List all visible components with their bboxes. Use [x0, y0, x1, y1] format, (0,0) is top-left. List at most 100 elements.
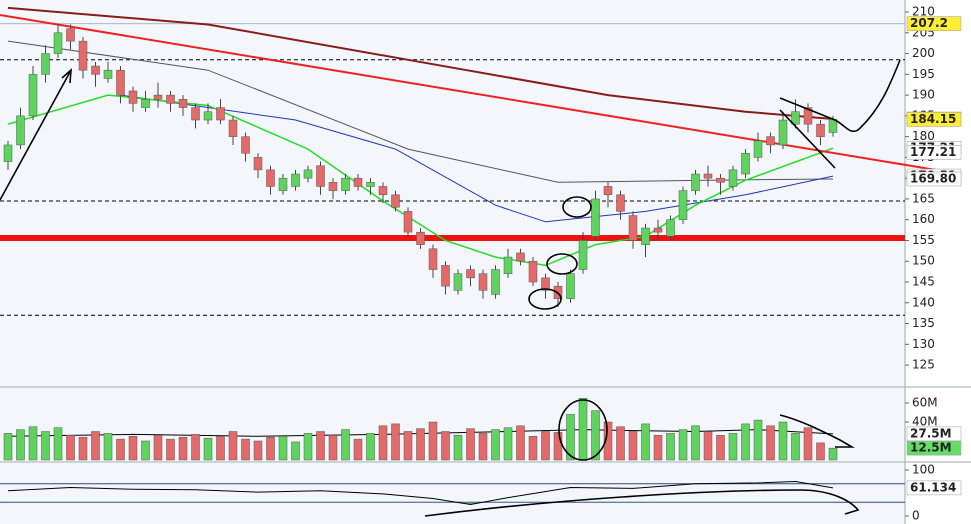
price-tag — [906, 171, 962, 187]
price-tag — [906, 16, 962, 31]
candle-body — [303, 169, 313, 179]
volume-bar — [416, 428, 425, 461]
overlay-line — [120, 94, 834, 223]
y-tick-label: 140 — [912, 295, 935, 309]
volume-bar — [78, 436, 88, 461]
volume-bar — [316, 431, 325, 461]
candle-body — [753, 140, 763, 158]
y-tick-label: 135 — [912, 316, 935, 330]
candle-body — [316, 165, 325, 187]
candle-body — [28, 74, 38, 117]
candle-body — [166, 94, 175, 104]
candle-body — [716, 177, 725, 183]
annotations — [0, 59, 901, 517]
arrowhead — [61, 68, 72, 84]
volume-bar — [766, 425, 775, 461]
volume-bar — [541, 431, 550, 461]
volume-bar — [403, 431, 413, 461]
volume-bar — [441, 431, 450, 461]
arrow — [0, 71, 71, 201]
volume-bar — [828, 447, 838, 461]
candle-body — [678, 190, 688, 220]
candle-body — [603, 186, 613, 196]
candle-body — [103, 69, 113, 79]
volume-bar — [428, 421, 438, 461]
candle-body — [828, 119, 838, 133]
candle-body — [578, 240, 588, 270]
volume-bar — [653, 435, 663, 461]
volume-bar — [728, 433, 738, 461]
candle-body — [241, 136, 250, 154]
price-tag-label: 169.80 — [910, 172, 956, 186]
candle-body — [203, 111, 213, 121]
candle-body — [478, 273, 488, 291]
wedge — [779, 97, 836, 169]
price-tag-label: 12.5M — [910, 441, 952, 455]
y-tick-label: 130 — [912, 337, 935, 351]
circle — [528, 288, 562, 310]
candle-body — [378, 186, 388, 196]
volume-bar — [816, 442, 825, 461]
volume-bar — [516, 425, 525, 461]
volume-bar — [41, 431, 50, 461]
y-tick-label: 60M — [912, 396, 938, 410]
y-tick-label: 145 — [912, 275, 935, 289]
volume-bar — [603, 421, 613, 461]
volume-bar — [753, 419, 763, 461]
candle-body — [503, 256, 513, 274]
volume-bar — [528, 436, 538, 461]
volume-bar — [641, 423, 650, 461]
projection — [834, 59, 901, 133]
volume-bar — [128, 436, 138, 461]
candle-body — [778, 119, 788, 146]
candle-body — [328, 182, 338, 191]
candle-body — [691, 173, 700, 191]
volume-bar — [178, 436, 188, 461]
volume-bar — [666, 433, 675, 461]
volume-bar — [328, 435, 338, 461]
volume-bar — [791, 433, 800, 461]
volume-bar — [228, 431, 238, 461]
volume-bar — [566, 414, 575, 461]
candle-body — [228, 119, 238, 137]
volume-bar — [366, 433, 375, 461]
oscillator-panel — [0, 463, 905, 524]
circle — [562, 196, 592, 218]
candle-body — [653, 227, 663, 233]
candle-body — [278, 177, 288, 191]
y-tick-label: 195 — [912, 67, 935, 81]
volume-bar — [453, 435, 463, 461]
y-tick-label: 40M — [912, 415, 938, 429]
candle-body — [16, 115, 25, 146]
oscillator-arrow — [424, 489, 860, 517]
volume-bar — [778, 421, 788, 461]
candle-body — [816, 123, 825, 137]
volume-bar — [378, 425, 388, 461]
price-tag — [906, 145, 962, 160]
y-tick-label: 210 — [912, 5, 935, 19]
candle-body — [266, 169, 275, 187]
plot-layer: 1251301351401451501551601651701751801851… — [0, 5, 962, 522]
y-tick-label: 200 — [912, 46, 935, 60]
candle-body — [191, 107, 200, 121]
candle-body — [453, 273, 463, 291]
candle-body — [216, 107, 225, 121]
y-tick-label: 0 — [912, 508, 920, 522]
candle-body — [116, 69, 125, 96]
volume-bar — [278, 436, 288, 461]
candle-body — [491, 269, 500, 295]
volume-bar — [553, 432, 563, 461]
volume-bar — [578, 398, 588, 461]
volume-bar — [166, 438, 175, 461]
candle-body — [803, 107, 813, 125]
volume-bar — [53, 427, 63, 461]
candle-body — [128, 90, 138, 104]
candle-body — [516, 252, 525, 262]
volume-bar — [391, 423, 400, 461]
volume-bar — [291, 441, 300, 461]
volume-bar — [491, 429, 500, 461]
candle-body — [253, 157, 263, 171]
price-tag-label: 61.134 — [910, 480, 956, 494]
price-tag-label: 27.5M — [910, 426, 952, 440]
